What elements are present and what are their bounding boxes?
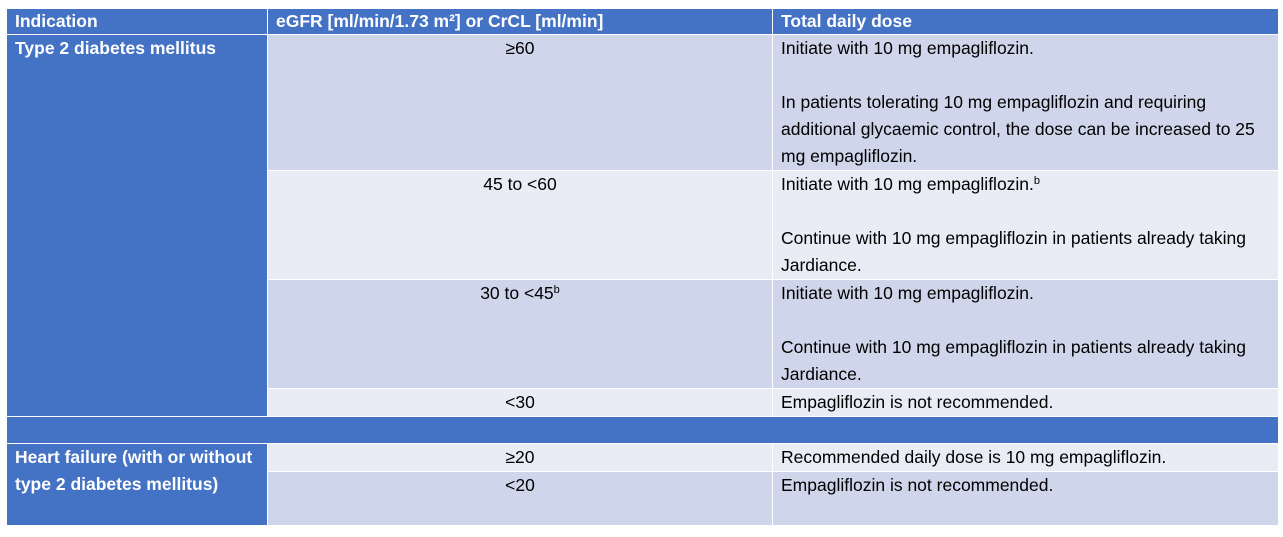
dose-cell: Empagliflozin is not recommended. <box>772 471 1279 526</box>
header-cell: Total daily dose <box>772 8 1279 35</box>
dose-text: In patients tolerating 10 mg empaglifloz… <box>781 92 1255 166</box>
dose-cell: Initiate with 10 mg empagliflozin. In pat… <box>772 34 1279 171</box>
dose-paragraph: Initiate with 10 mg empagliflozin.b <box>781 171 1270 198</box>
dose-cell: Initiate with 10 mg empagliflozin. Contin… <box>772 279 1279 389</box>
dosing-table: Indication eGFR [ml/min/1.73 m²] or CrCL… <box>6 8 1279 526</box>
table-row: Type 2 diabetes mellitus ≥60 Initiate with… <box>6 34 1279 417</box>
dose-cell: Empagliflozin is not recommended. <box>772 388 1279 417</box>
dose-paragraph: Initiate with 10 mg empagliflozin. <box>781 280 1270 307</box>
egfr-cell: <30 <box>267 388 773 417</box>
egfr-cell: 30 to <45b <box>267 279 773 389</box>
dose-text: Initiate with 10 mg empagliflozin. <box>781 283 1034 303</box>
egfr-cell: ≥60 <box>267 34 773 171</box>
dose-paragraph: Continue with 10 mg empagliflozin in pat… <box>781 334 1270 388</box>
table-row: <20 Empagliflozin is not recommended. <box>7 471 1279 526</box>
egfr-text: 45 to <60 <box>483 174 557 194</box>
egfr-text: ≥60 <box>505 38 535 58</box>
dose-paragraph: Empagliflozin is not recommended. <box>781 472 1270 499</box>
egfr-cell: <20 <box>267 471 773 526</box>
table-row: <30 Empagliflozin is not recommended. <box>7 388 1279 417</box>
dose-text: Recommended daily dose is 10 mg empaglif… <box>781 447 1167 467</box>
egfr-text: ≥20 <box>505 447 535 467</box>
dose-text: Continue with 10 mg empagliflozin in pat… <box>781 337 1246 384</box>
egfr-cell: ≥20 <box>267 443 773 472</box>
dose-paragraph: Empagliflozin is not recommended. <box>781 389 1270 416</box>
table-row: 30 to <45b Initiate with 10 mg empagliflo… <box>7 279 1279 389</box>
dose-paragraph: Initiate with 10 mg empagliflozin. <box>781 35 1270 62</box>
egfr-text: 30 to <45 <box>480 283 554 303</box>
dose-text: Empagliflozin is not recommended. <box>781 475 1054 495</box>
dose-paragraph: In patients tolerating 10 mg empaglifloz… <box>781 89 1270 170</box>
egfr-text: <30 <box>505 392 535 412</box>
egfr-text: <20 <box>505 475 535 495</box>
table-row: 45 to <60 Initiate with 10 mg empaglifloz… <box>7 170 1279 280</box>
header-cell: eGFR [ml/min/1.73 m²] or CrCL [ml/min] <box>267 8 773 35</box>
header-cell: Indication <box>6 8 268 35</box>
dose-cell: Recommended daily dose is 10 mg empaglif… <box>772 443 1279 472</box>
indication-cell: Type 2 diabetes mellitus <box>6 34 268 417</box>
header-row: Indication eGFR [ml/min/1.73 m²] or CrCL… <box>6 8 1279 35</box>
egfr-cell: 45 to <60 <box>267 170 773 280</box>
dose-paragraph: Recommended daily dose is 10 mg empaglif… <box>781 444 1270 471</box>
table-row: Heart failure (with or without type 2 di… <box>6 443 1279 526</box>
spacer-cell <box>6 416 1279 444</box>
footnote-mark: b <box>1033 175 1041 187</box>
dose-text: Empagliflozin is not recommended. <box>781 392 1054 412</box>
dose-text: Continue with 10 mg empagliflozin in pat… <box>781 228 1246 275</box>
dose-text: Initiate with 10 mg empagliflozin. <box>781 38 1034 58</box>
footnote-mark: b <box>553 284 560 296</box>
spacer-row <box>6 416 1279 444</box>
dose-paragraph: Continue with 10 mg empagliflozin in pat… <box>781 225 1270 279</box>
indication-cell: Heart failure (with or without type 2 di… <box>6 443 268 526</box>
dose-cell: Initiate with 10 mg empagliflozin.b Conti… <box>772 170 1279 280</box>
dose-text: Initiate with 10 mg empagliflozin. <box>781 174 1034 194</box>
